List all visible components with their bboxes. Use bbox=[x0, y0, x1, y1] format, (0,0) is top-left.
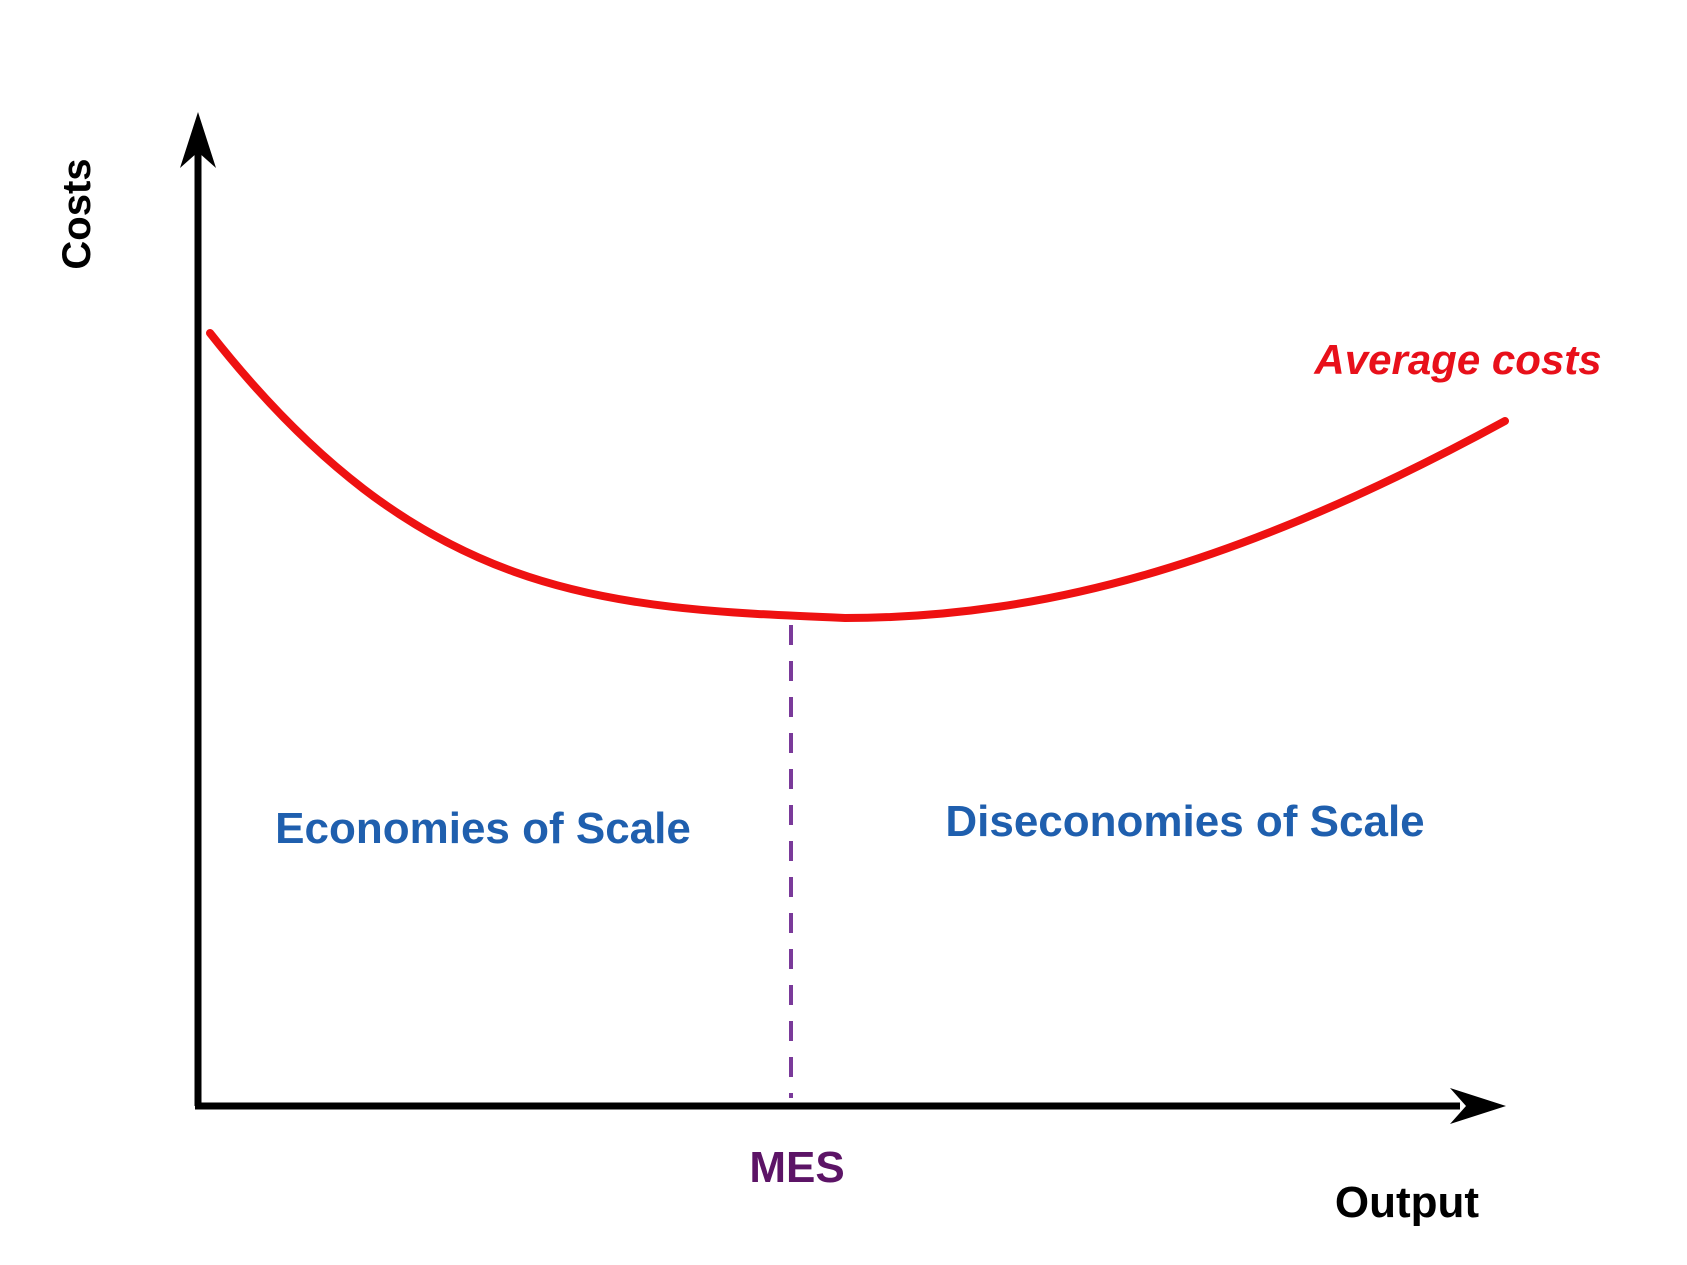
curve-label: Average costs bbox=[1313, 336, 1601, 383]
average-cost-curve bbox=[206, 329, 1509, 623]
diseconomies-of-scale-label: Diseconomies of Scale bbox=[945, 797, 1424, 846]
x-axis-label: Output bbox=[1335, 1178, 1480, 1227]
y-axis-label: Costs bbox=[55, 158, 99, 269]
mes-label: MES bbox=[749, 1143, 844, 1192]
x-axis-arrowhead bbox=[1450, 1088, 1506, 1124]
economies-of-scale-label: Economies of Scale bbox=[275, 804, 691, 853]
y-axis-arrowhead bbox=[180, 112, 216, 168]
